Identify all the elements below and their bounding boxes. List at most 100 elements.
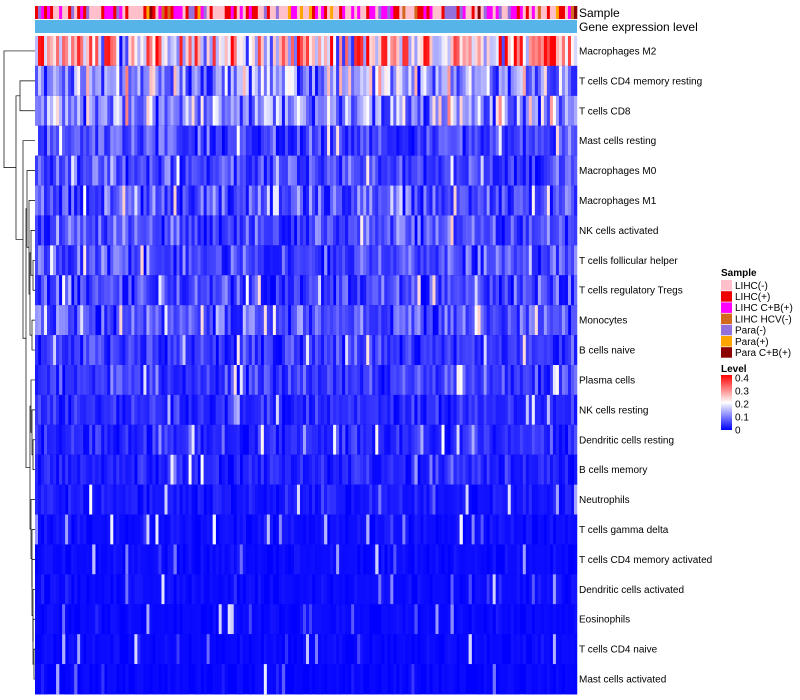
heatmap-cell	[453, 305, 457, 336]
heatmap-cell	[170, 544, 174, 575]
heatmap-cell	[173, 484, 177, 515]
heatmap-cell	[492, 454, 496, 486]
heatmap-cell	[564, 65, 569, 97]
sample-annotation-cell	[435, 6, 439, 19]
heatmap-cell	[537, 544, 542, 575]
row-label: Eosinophils	[579, 615, 630, 626]
heatmap-cell	[363, 365, 367, 396]
heatmap-cell	[348, 454, 352, 486]
heatmap-cell	[564, 454, 569, 486]
heatmap-cell	[140, 95, 144, 127]
heatmap-cell	[209, 65, 213, 97]
heatmap-cell	[224, 95, 228, 127]
heatmap-cell	[555, 275, 560, 306]
heatmap-cell	[507, 155, 511, 186]
heatmap-cell	[438, 514, 442, 545]
heatmap-cell	[414, 305, 418, 336]
heatmap-cell	[384, 335, 388, 366]
heatmap-cell	[107, 185, 111, 216]
heatmap-cell	[348, 185, 352, 216]
heatmap-cell	[495, 36, 499, 67]
heatmap-cell	[483, 155, 487, 186]
heatmap-cell	[302, 155, 307, 186]
heatmap-cell	[561, 394, 566, 426]
heatmap-cell	[152, 95, 156, 127]
heatmap-cell	[318, 424, 322, 456]
heatmap-cell	[221, 36, 225, 67]
heatmap-cell	[77, 36, 81, 67]
sample-annotation-cell	[486, 6, 490, 19]
heatmap-cell	[134, 664, 138, 695]
heatmap-cell	[414, 185, 418, 216]
heatmap-cell	[438, 185, 442, 216]
heatmap-cell	[552, 394, 557, 426]
heatmap-cell	[251, 514, 256, 545]
heatmap-cell	[56, 634, 60, 665]
heatmap-cell	[50, 424, 54, 456]
heatmap-cell	[293, 365, 298, 396]
heatmap-cell	[62, 215, 66, 246]
heatmap-cell	[474, 65, 478, 97]
heatmap-cell	[164, 95, 168, 127]
heatmap-cell	[131, 514, 135, 545]
heatmap-cell	[110, 95, 114, 127]
heatmap-cell	[432, 155, 436, 186]
heatmap-cell	[306, 484, 310, 515]
heatmap-cell	[402, 335, 406, 366]
heatmap-cell	[164, 36, 168, 67]
heatmap-cell	[315, 424, 319, 456]
heatmap-cell	[531, 185, 536, 216]
heatmap-cell	[522, 305, 527, 336]
heatmap-cell	[540, 36, 545, 67]
heatmap-cell	[239, 634, 244, 665]
heatmap-cell	[456, 305, 460, 336]
heatmap-cell	[98, 245, 102, 276]
heatmap-cell	[531, 574, 536, 605]
heatmap-cell	[378, 125, 382, 157]
heatmap-cell	[128, 305, 132, 336]
heatmap-cell	[540, 155, 545, 186]
heatmap-cell	[278, 484, 283, 515]
heatmap-cell	[188, 65, 192, 97]
heatmap-cell	[158, 185, 162, 216]
heatmap-cell	[137, 424, 141, 456]
heatmap-cell	[245, 275, 250, 306]
heatmap-cell	[38, 95, 42, 127]
heatmap-cell	[534, 215, 539, 246]
heatmap-cell	[309, 125, 313, 157]
sample-annotation-cell	[230, 6, 235, 19]
heatmap-cell	[89, 305, 93, 336]
dendrogram-branch	[31, 559, 35, 616]
heatmap-cell	[56, 65, 60, 97]
heatmap-cell	[471, 125, 475, 157]
heatmap-cell	[242, 65, 247, 97]
heatmap-cell	[456, 335, 460, 366]
sample-annotation-cell	[269, 6, 274, 19]
heatmap-cell	[59, 335, 63, 366]
heatmap-cell	[110, 185, 114, 216]
heatmap-cell	[161, 424, 165, 456]
heatmap-cell	[41, 305, 45, 336]
heatmap-cell	[537, 604, 542, 635]
heatmap-cell	[543, 185, 548, 216]
heatmap-cell	[134, 514, 138, 545]
heatmap-cell	[257, 335, 262, 366]
heatmap-cell	[83, 335, 87, 366]
heatmap-cell	[564, 185, 569, 216]
heatmap-cell	[483, 36, 487, 67]
sample-annotation-cell	[333, 6, 337, 19]
heatmap-cell	[459, 544, 463, 575]
heatmap-cell	[447, 335, 451, 366]
heatmap-cell	[318, 155, 322, 186]
heatmap-cell	[158, 36, 162, 67]
heatmap-cell	[519, 335, 524, 366]
heatmap-cell	[351, 664, 355, 695]
heatmap-cell	[426, 484, 430, 515]
heatmap-cell	[498, 634, 502, 665]
sample-annotation-cell	[405, 6, 409, 19]
heatmap-cell	[89, 484, 93, 515]
heatmap-cell	[351, 454, 355, 486]
sample-annotation-cell	[420, 6, 424, 19]
heatmap-cell	[62, 514, 66, 545]
heatmap-cell	[176, 335, 180, 366]
